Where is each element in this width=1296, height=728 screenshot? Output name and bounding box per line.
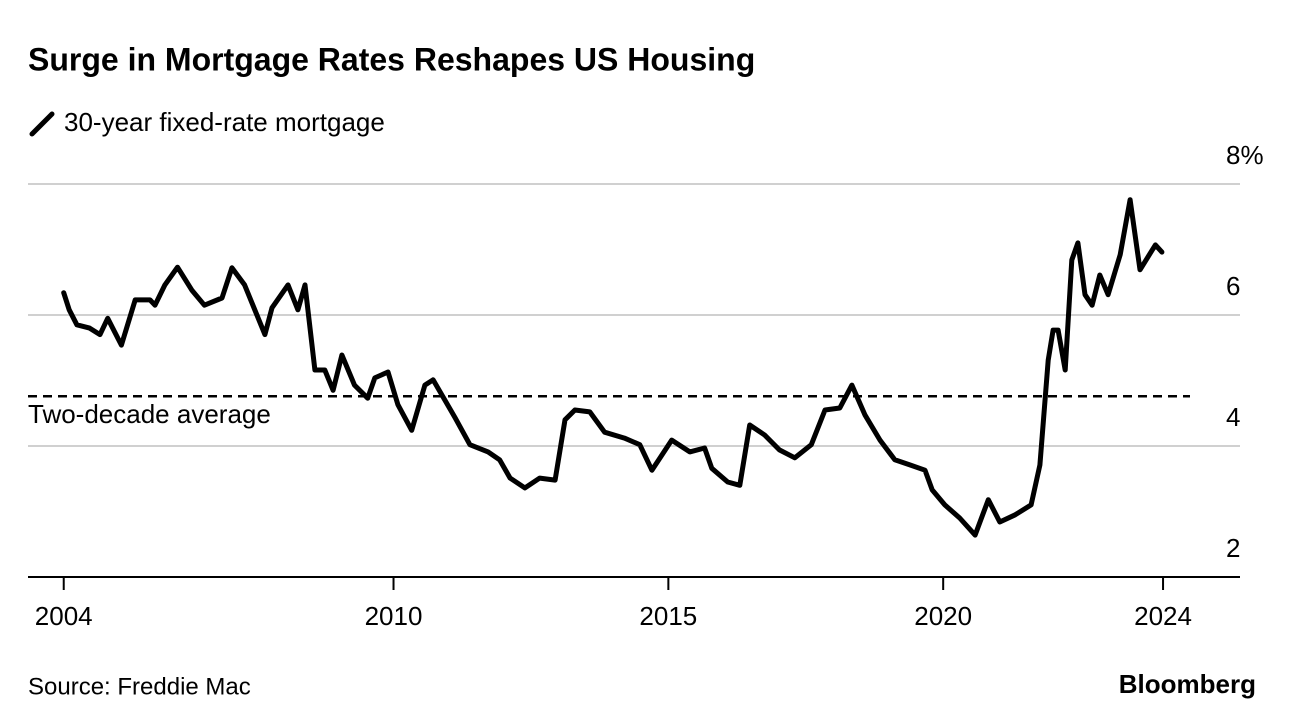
source: Source: Freddie Mac (28, 673, 251, 700)
x-tick-label: 2020 (914, 601, 972, 631)
x-tick-label: 2015 (639, 601, 697, 631)
legend-swatch (29, 111, 55, 137)
legend-label: 30-year fixed-rate mortgage (64, 107, 385, 137)
y-tick-label: 4 (1226, 402, 1240, 432)
series-line (61, 197, 1165, 538)
brand: Bloomberg (1119, 669, 1256, 699)
x-tick-label: 2004 (35, 601, 93, 631)
average-label: Two-decade average (28, 399, 271, 429)
chart-title: Surge in Mortgage Rates Reshapes US Hous… (28, 41, 755, 77)
y-tick-label: 6 (1226, 271, 1240, 301)
x-tick-label: 2010 (365, 601, 423, 631)
y-tick-label: 8% (1226, 140, 1264, 170)
x-tick-label: 2024 (1134, 601, 1192, 631)
y-tick-label: 2 (1226, 533, 1240, 563)
